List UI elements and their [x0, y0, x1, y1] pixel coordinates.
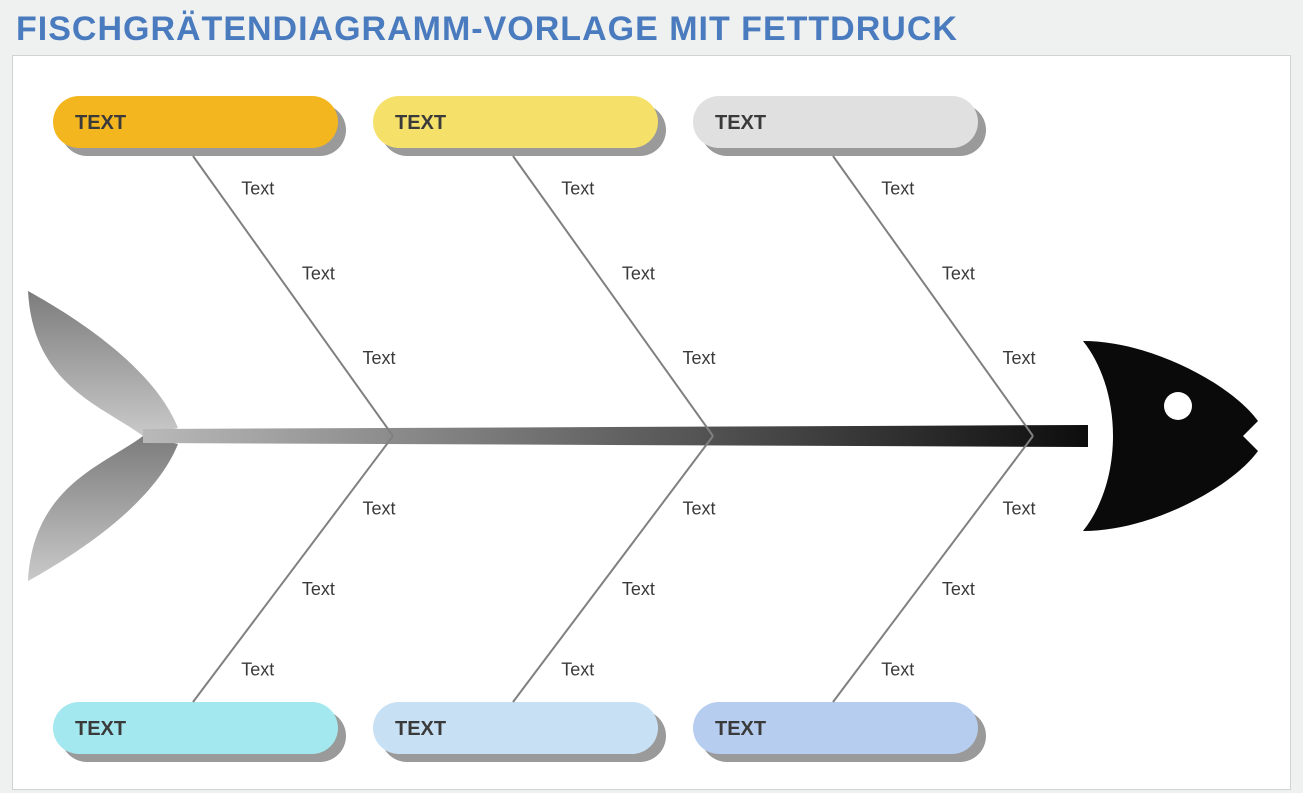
cause-label: Text	[561, 178, 594, 198]
category-label: TEXT	[395, 112, 446, 134]
bone-line	[833, 156, 1033, 436]
category-label: TEXT	[715, 112, 766, 134]
cause-label: Text	[683, 348, 716, 368]
cause-label: Text	[1003, 348, 1036, 368]
cause-label: Text	[622, 579, 655, 599]
category-label: TEXT	[395, 718, 446, 740]
cause-label: Text	[241, 178, 274, 198]
cause-label: Text	[302, 263, 335, 283]
bone-line	[513, 156, 713, 436]
cause-label: Text	[241, 660, 274, 680]
fish-eye	[1164, 392, 1192, 420]
category-label: TEXT	[75, 112, 126, 134]
page-title: FISCHGRÄTENDIAGRAMM-VORLAGE MIT FETTDRUC…	[0, 0, 1303, 55]
fish-head	[1083, 341, 1258, 531]
category-label: TEXT	[75, 718, 126, 740]
bone-line	[513, 436, 713, 702]
cause-label: Text	[881, 178, 914, 198]
cause-label: Text	[942, 579, 975, 599]
cause-label: Text	[942, 263, 975, 283]
bone-line	[193, 156, 393, 436]
fish-tail-bottom	[28, 436, 178, 581]
cause-label: Text	[881, 660, 914, 680]
cause-label: Text	[622, 263, 655, 283]
fish-spine	[143, 425, 1088, 447]
bone-line	[833, 436, 1033, 702]
fishbone-diagram: TEXT Text Text Text TEXT Text Text Text TEXT Text…	[13, 56, 1290, 789]
cause-label: Text	[363, 348, 396, 368]
fish-tail-top	[28, 291, 178, 436]
cause-label: Text	[1003, 498, 1036, 518]
cause-label: Text	[683, 498, 716, 518]
cause-label: Text	[363, 498, 396, 518]
diagram-canvas: TEXT Text Text Text TEXT Text Text Text TEXT Text…	[12, 55, 1291, 790]
cause-label: Text	[561, 660, 594, 680]
cause-label: Text	[302, 579, 335, 599]
bone-line	[193, 436, 393, 702]
category-label: TEXT	[715, 718, 766, 740]
